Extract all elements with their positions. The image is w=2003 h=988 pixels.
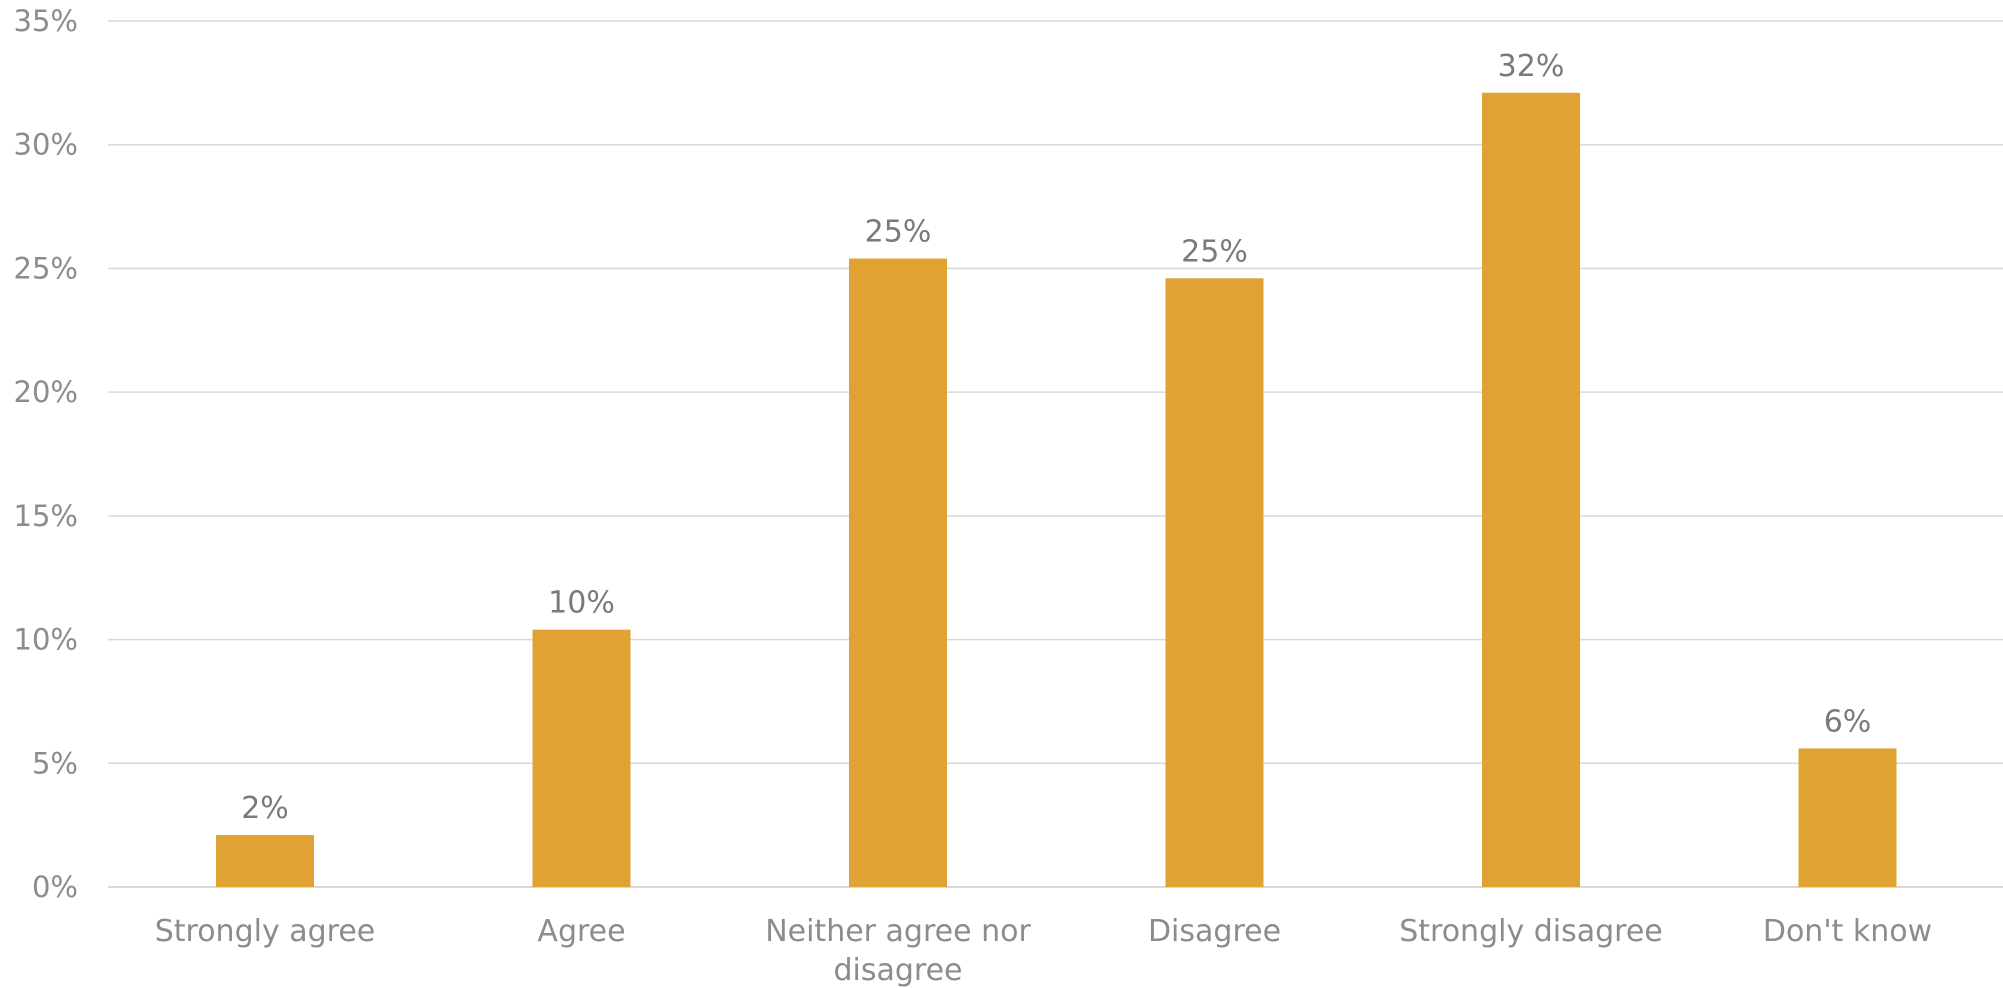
y-axis-ticks: 0% 5% 10% 15% 20% 25% 30% 35%: [14, 4, 78, 904]
data-label: 25%: [1181, 234, 1248, 269]
data-label: 10%: [548, 586, 615, 621]
x-tick-label: Neither agree nor disagree: [765, 914, 1031, 988]
y-tick-label: 5%: [32, 746, 78, 780]
bar: [532, 629, 631, 887]
data-labels: 2% 10% 25% 25% 32% 6%: [241, 49, 1871, 826]
y-tick-label: 0%: [32, 870, 78, 904]
bar: [1482, 92, 1580, 888]
data-label: 32%: [1498, 49, 1565, 84]
y-tick-label: 25%: [14, 251, 78, 285]
data-label: 25%: [865, 215, 932, 250]
data-label: 2%: [241, 791, 289, 826]
gridlines: [108, 20, 2003, 888]
x-tick-label: Disagree: [1148, 914, 1281, 949]
x-tick-label: Don't know: [1763, 914, 1932, 949]
x-tick-label-line: Strongly agree: [155, 914, 376, 949]
x-tick-label-line: Strongly disagree: [1399, 914, 1663, 949]
x-tick-label-line: disagree: [833, 953, 962, 988]
y-tick-label: 10%: [14, 623, 78, 657]
x-axis-labels: Strongly agree Agree Neither agree nor disa…: [155, 914, 1932, 988]
bar: [216, 835, 314, 887]
x-tick-label-line: Neither agree nor: [765, 914, 1031, 949]
x-tick-label-line: Don't know: [1763, 914, 1932, 949]
data-label: 6%: [1824, 704, 1872, 739]
y-tick-label: 15%: [14, 499, 78, 533]
x-tick-label-line: Agree: [537, 914, 625, 949]
bar: [1165, 278, 1264, 888]
x-tick-label: Strongly disagree: [1399, 914, 1663, 949]
bar: [1798, 748, 1897, 887]
bars: [216, 92, 1897, 888]
y-tick-label: 20%: [14, 375, 78, 409]
x-tick-label: Agree: [537, 914, 625, 949]
x-tick-label: Strongly agree: [155, 914, 376, 949]
bar: [849, 258, 947, 887]
y-tick-label: 30%: [14, 128, 78, 162]
x-tick-label-line: Disagree: [1148, 914, 1281, 949]
y-tick-label: 35%: [14, 4, 78, 38]
